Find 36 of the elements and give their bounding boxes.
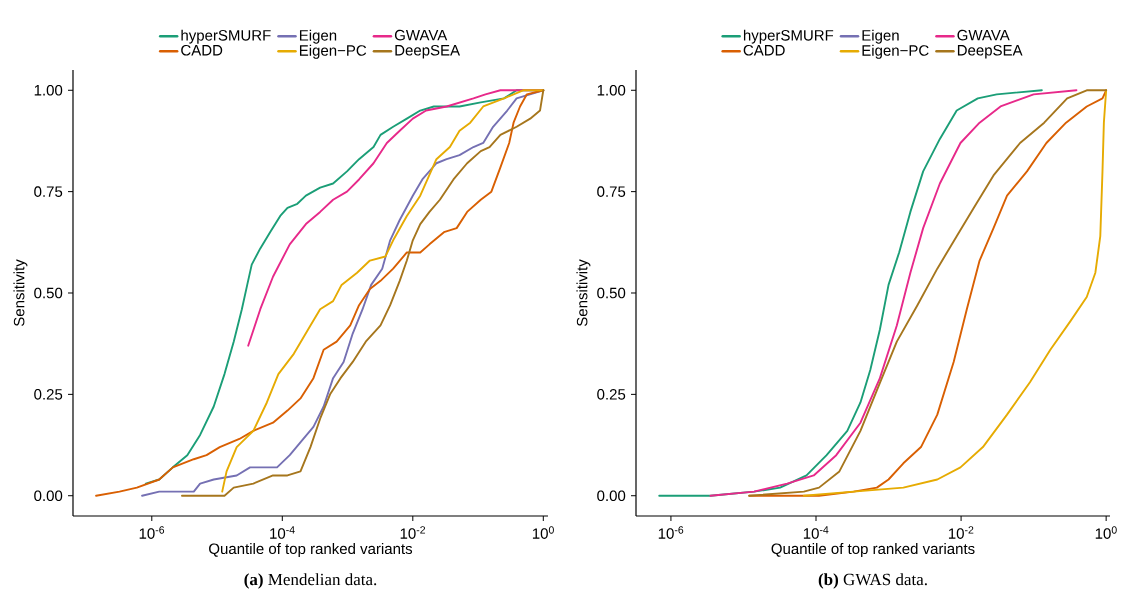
legend-label: GWAVA: [394, 29, 448, 41]
x-tick-label: 10$^{-4}$: [270, 526, 295, 539]
text: (b) GWAS data.: [818, 573, 927, 589]
legend-label: DeepSEA: [957, 44, 1023, 59]
y-tick-label: 0.75: [34, 186, 63, 197]
x-tick-label: 10$^{-6}$: [139, 526, 165, 539]
y-tick-label: 0.75: [597, 186, 626, 197]
legend-label: CADD: [743, 44, 785, 56]
legend-label: CADD: [181, 44, 223, 56]
y-tick-label: 0.25: [34, 389, 63, 400]
x-tick-label: 10$^{-2}$: [400, 526, 426, 539]
y-tick-label: 1.00: [597, 84, 626, 96]
text: (a) Mendelian data.: [244, 573, 377, 589]
y-tick-label: 0.00: [597, 490, 626, 502]
y-tick-label: 0.50: [597, 287, 626, 299]
x-tick-label: 10$^{0}$: [1095, 526, 1117, 539]
y-axis-title: Sensitivity: [576, 259, 591, 327]
x-tick-label: 10$^{-4}$: [803, 526, 829, 539]
y-axis-title: Sensitivity: [13, 259, 28, 327]
x-axis-title: Quantile of top ranked variants: [209, 543, 413, 558]
y-tick-label: 0.50: [34, 287, 63, 299]
x-tick-label: 10$^{-6}$: [658, 526, 684, 539]
legend-label: Eigen: [299, 29, 337, 44]
y-tick-label: 0.25: [597, 389, 626, 400]
legend-label: Eigen−PC: [299, 44, 367, 59]
legend-label: Eigen−PC: [862, 44, 929, 59]
x-tick-label: 10$^{0}$: [532, 526, 554, 539]
legend-label: GWAVA: [957, 29, 1010, 41]
y-tick-label: 1.00: [34, 84, 63, 96]
legend-label: hyperSMURF: [743, 29, 834, 44]
x-tick-label: 10$^{-2}$: [948, 526, 974, 539]
legend-label: DeepSEA: [395, 44, 461, 59]
legend-label: hyperSMURF: [181, 29, 271, 44]
y-tick-label: 0.00: [34, 490, 63, 502]
x-axis-title: Quantile of top ranked variants: [771, 543, 975, 558]
legend-label: Eigen: [862, 29, 899, 44]
